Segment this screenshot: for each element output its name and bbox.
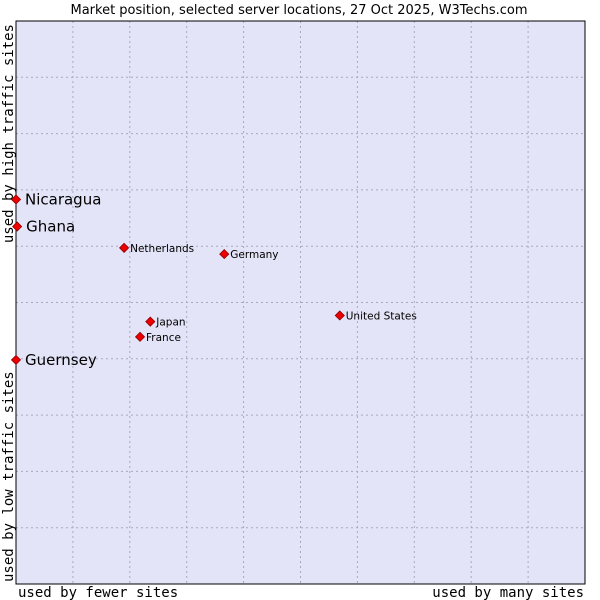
- point-marker-france[interactable]: [134, 331, 146, 342]
- point-label-japan: Japan: [155, 317, 185, 329]
- x-axis-label-right: used by many sites: [432, 585, 584, 600]
- point-label-netherlands: Netherlands: [130, 243, 194, 255]
- point-marker-netherlands[interactable]: [119, 242, 130, 253]
- point-marker-germany[interactable]: [219, 248, 230, 260]
- y-axis-label-top: used by high traffic sites: [1, 24, 17, 243]
- point-label-united-states: United States: [346, 310, 417, 322]
- grid-lines: [16, 21, 585, 584]
- point-label-germany: Germany: [230, 249, 278, 261]
- data-points: Nicaragua Ghana Guernsey Netherlands Germany…: [10, 190, 417, 369]
- point-label-france: France: [146, 332, 181, 344]
- point-label-nicaragua: Nicaragua: [25, 190, 101, 208]
- point-marker-united-states[interactable]: [334, 310, 345, 321]
- point-marker-japan[interactable]: [145, 316, 156, 327]
- y-axis-label-bottom: used by low traffic sites: [1, 371, 17, 582]
- point-label-ghana: Ghana: [26, 217, 75, 235]
- plot-frame: [15, 20, 586, 585]
- chart-title: Market position, selected server locatio…: [70, 3, 527, 18]
- point-marker-guernsey[interactable]: [10, 354, 22, 366]
- point-label-guernsey: Guernsey: [25, 351, 97, 369]
- x-axis-label-left: used by fewer sites: [18, 585, 178, 600]
- point-marker-nicaragua[interactable]: [10, 194, 22, 205]
- point-marker-ghana[interactable]: [12, 221, 23, 232]
